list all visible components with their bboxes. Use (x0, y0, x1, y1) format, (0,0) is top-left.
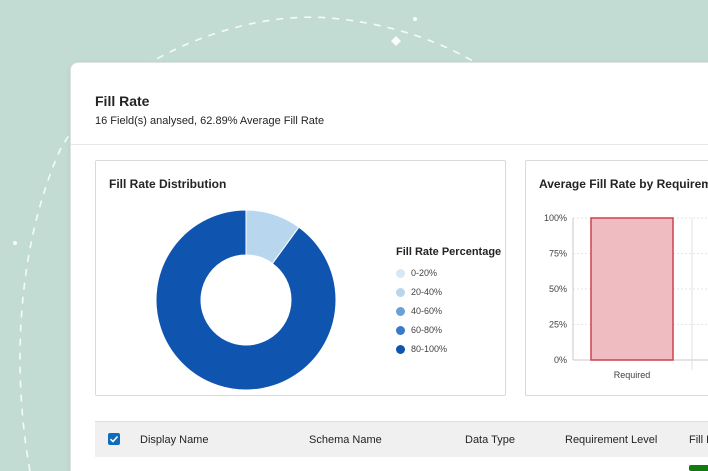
legend-item[interactable]: 40-60% (396, 304, 442, 318)
y-tick-label: 100% (544, 213, 567, 223)
legend-item[interactable]: 60-80% (396, 323, 442, 337)
column-header-fill-rate[interactable]: Fill F (689, 434, 708, 446)
legend-label: 0-20% (411, 268, 438, 278)
y-tick-label: 25% (549, 320, 567, 330)
legend-swatch (396, 287, 405, 297)
distribution-card: Fill Rate Distribution Fill Rate Percent… (95, 160, 506, 396)
x-tick-label: Required (614, 370, 651, 380)
page-title: Fill Rate (95, 93, 150, 109)
distribution-title: Fill Rate Distribution (109, 177, 227, 191)
legend-swatch (396, 268, 405, 278)
bar-chart: 0% 25% 50% 75% 100% Required (544, 213, 708, 380)
requirement-chart-title: Average Fill Rate by Requireme (539, 177, 708, 191)
legend-swatch (396, 325, 405, 335)
legend-label: 80-100% (411, 344, 448, 354)
legend-label: 60-80% (411, 325, 443, 335)
bar-required[interactable] (590, 217, 674, 361)
legend-title: Fill Rate Percentage (396, 246, 502, 258)
legend-swatch (396, 344, 405, 354)
column-header-schema-name[interactable]: Schema Name (309, 434, 382, 446)
donut-chart (155, 209, 337, 391)
y-tick-label: 50% (549, 284, 567, 294)
column-header-display-name[interactable]: Display Name (140, 434, 209, 446)
checkmark-icon (109, 435, 119, 443)
column-header-data-type[interactable]: Data Type (465, 434, 515, 446)
legend-label: 20-40% (411, 287, 443, 297)
legend-item[interactable]: 0-20% (396, 266, 437, 280)
legend-label: 40-60% (411, 306, 443, 316)
legend-item[interactable]: 80-100% (396, 342, 447, 356)
y-tick-label: 75% (549, 249, 567, 259)
header-divider (71, 144, 708, 145)
requirement-chart-card: Average Fill Rate by Requireme 0% 25% 50% 7… (525, 160, 708, 396)
select-all-checkbox[interactable] (108, 433, 120, 445)
legend-swatch (396, 306, 405, 316)
fill-rate-chip (689, 465, 708, 471)
table-header-row: Display Name Schema Name Data Type Requi… (95, 421, 708, 457)
donut-slice-80-100%[interactable] (155, 209, 337, 391)
fill-rate-panel: Fill Rate 16 Field(s) analysed, 62.89% A… (70, 62, 708, 471)
column-header-requirement-level[interactable]: Requirement Level (565, 434, 658, 446)
y-tick-label: 0% (554, 355, 567, 365)
page-subtitle: 16 Field(s) analysed, 62.89% Average Fil… (95, 115, 325, 127)
legend-item[interactable]: 20-40% (396, 285, 442, 299)
